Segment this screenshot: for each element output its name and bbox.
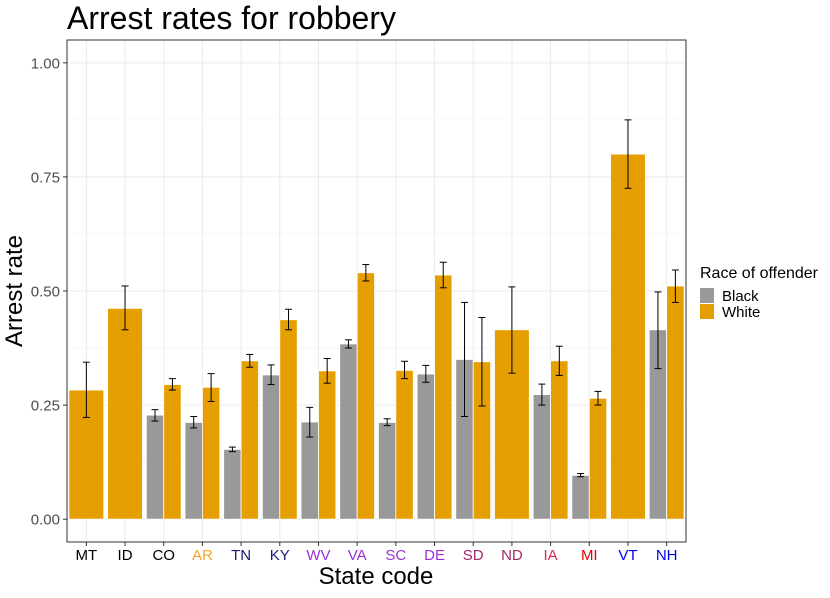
errorbar-white-nh — [671, 269, 679, 303]
x-tick-label-co: CO — [152, 547, 175, 564]
errorbar-white-wv — [323, 358, 331, 384]
x-tick-label-wv: WV — [306, 547, 330, 564]
errorbar-black-sc — [383, 418, 391, 427]
errorbar-white-co — [168, 378, 176, 391]
x-tick-label-nd: ND — [501, 547, 523, 564]
errorbar-white-ar — [207, 373, 215, 402]
x-tick-label-ky: KY — [270, 547, 290, 564]
y-axis: 0.00 0.25 0.50 0.75 1.00 — [31, 55, 67, 529]
bar-black-ia — [532, 394, 551, 520]
errorbar-white-mi — [594, 390, 602, 406]
y-tick-label: 1.00 — [31, 55, 60, 72]
y-tick-label: 0.75 — [31, 169, 60, 186]
y-tick-label: 0.25 — [31, 398, 60, 415]
errorbar-black-ky — [267, 364, 275, 386]
errorbar-white-va — [362, 264, 370, 282]
legend-key-black — [700, 288, 714, 303]
x-tick-label-mi: MI — [581, 547, 598, 564]
errorbar-black-ia — [538, 383, 546, 406]
errorbar-black-ar — [190, 416, 198, 429]
bar-white-wv — [318, 370, 337, 520]
errorbar-black-sd — [461, 301, 469, 417]
x-tick-label-de: DE — [424, 547, 445, 564]
y-axis-label: Arrest rate — [1, 235, 28, 347]
bar-white-ia — [550, 360, 569, 520]
bar-black-ar — [184, 422, 203, 520]
x-tick-label-ar: AR — [192, 547, 213, 564]
legend-label-white: White — [722, 304, 760, 321]
errorbar-white-sc — [401, 360, 409, 380]
bar-white-id — [107, 307, 143, 520]
error-bars — [82, 119, 679, 478]
errorbar-black-co — [151, 409, 159, 422]
bar-white-mi — [588, 397, 608, 520]
errorbar-black-wv — [306, 406, 314, 438]
errorbar-white-id — [121, 285, 129, 331]
bar-black-co — [145, 414, 165, 520]
errorbar-white-ia — [555, 345, 563, 376]
errorbar-black-mi — [577, 473, 585, 478]
errorbar-white-sd — [478, 316, 486, 407]
x-tick-label-tn: TN — [231, 547, 251, 564]
bar-black-va — [339, 343, 358, 520]
errorbar-white-de — [439, 261, 447, 289]
bar-white-nh — [666, 285, 685, 520]
y-tick-label: 0.00 — [31, 512, 60, 529]
bar-white-sc — [395, 370, 414, 520]
bar-black-sc — [378, 422, 397, 520]
x-tick-label-ia: IA — [544, 547, 558, 564]
errorbar-white-nd — [508, 286, 516, 374]
chart-title: Arrest rates for robbery — [67, 0, 396, 36]
bar-white-tn — [240, 360, 259, 520]
errorbar-white-vt — [624, 119, 632, 189]
legend-key-white — [700, 304, 714, 319]
y-tick-label: 0.50 — [31, 284, 60, 301]
legend: Race of offender Black White — [700, 265, 819, 321]
errorbar-white-mt — [82, 361, 90, 418]
x-tick-label-sc: SC — [385, 547, 406, 564]
x-tick-label-va: VA — [348, 547, 367, 564]
errorbar-black-nh — [654, 291, 662, 370]
bar-white-de — [434, 274, 453, 520]
errorbar-white-ky — [284, 308, 292, 331]
bar-white-ar — [202, 386, 221, 520]
x-axis: MT ID CO AR TN KY WV VA SC DE SD ND IA MI VT NH — [76, 542, 678, 564]
bar-white-vt — [610, 153, 646, 520]
bars — [68, 153, 685, 520]
bar-white-co — [163, 384, 182, 520]
bar-black-de — [416, 373, 435, 520]
x-tick-label-nh: NH — [656, 547, 678, 564]
legend-title: Race of offender — [700, 265, 819, 282]
x-tick-label-mt: MT — [76, 547, 98, 564]
x-tick-label-id: ID — [118, 547, 133, 564]
legend-label-black: Black — [722, 288, 759, 305]
x-axis-label: State code — [319, 563, 434, 590]
errorbar-black-va — [344, 339, 352, 349]
bar-white-va — [356, 272, 375, 520]
bar-black-ky — [261, 374, 281, 520]
bar-white-ky — [279, 319, 298, 520]
errorbar-white-tn — [246, 353, 254, 368]
errorbar-black-de — [422, 364, 430, 383]
bar-black-tn — [223, 448, 242, 520]
errorbar-black-tn — [228, 446, 236, 453]
x-tick-label-vt: VT — [618, 547, 637, 564]
x-tick-label-sd: SD — [463, 547, 484, 564]
bar-black-mi — [571, 474, 590, 520]
